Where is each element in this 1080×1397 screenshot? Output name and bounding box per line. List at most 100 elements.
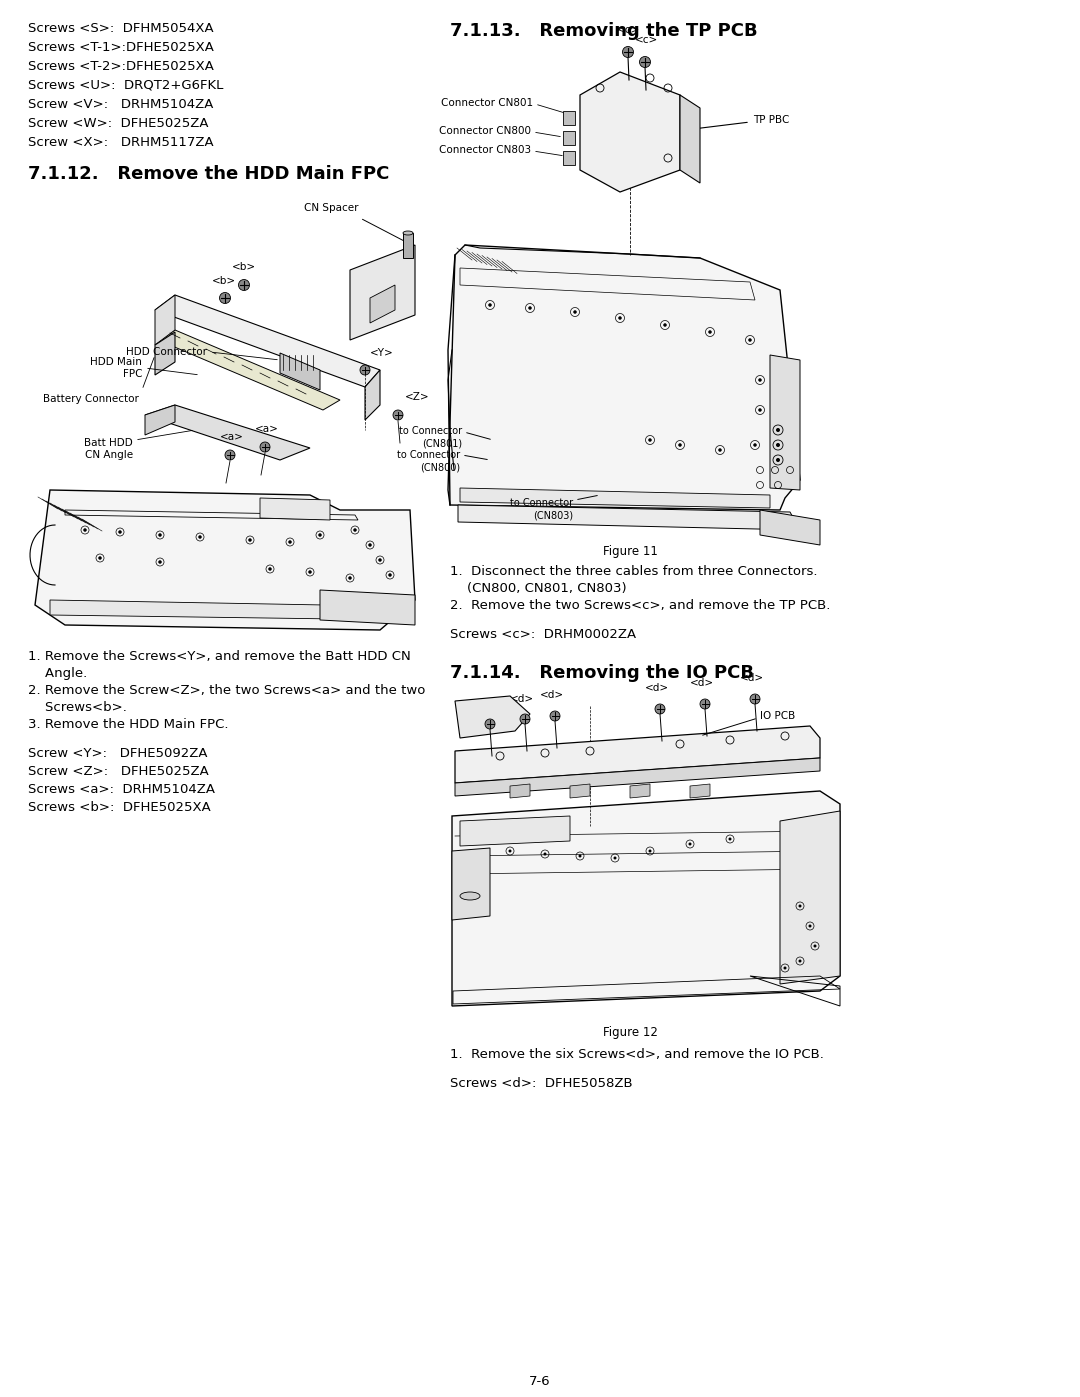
Text: to Connector
(CN801): to Connector (CN801) <box>399 426 462 448</box>
Text: Screw <V>:   DRHM5104ZA: Screw <V>: DRHM5104ZA <box>28 98 214 110</box>
Polygon shape <box>280 353 320 390</box>
Text: Screw <W>:  DFHE5025ZA: Screw <W>: DFHE5025ZA <box>28 117 208 130</box>
Text: Screws<b>.: Screws<b>. <box>28 701 126 714</box>
Text: Connector CN800: Connector CN800 <box>438 126 531 136</box>
Polygon shape <box>460 816 570 847</box>
Text: Figure 11: Figure 11 <box>603 545 658 557</box>
Circle shape <box>718 448 721 451</box>
Circle shape <box>543 852 546 855</box>
Polygon shape <box>570 784 590 798</box>
Text: Battery Connector: Battery Connector <box>43 394 139 404</box>
Circle shape <box>639 56 650 67</box>
Text: HDD Main
FPC: HDD Main FPC <box>90 356 141 379</box>
Circle shape <box>777 443 780 447</box>
Circle shape <box>622 46 634 57</box>
Text: <d>: <d> <box>476 698 500 708</box>
Text: 2.  Remove the two Screws<c>, and remove the TP PCB.: 2. Remove the two Screws<c>, and remove … <box>450 599 831 612</box>
Polygon shape <box>350 244 415 339</box>
Circle shape <box>225 450 235 460</box>
Text: 7.1.13.   Removing the TP PCB: 7.1.13. Removing the TP PCB <box>450 22 758 41</box>
Circle shape <box>98 556 102 560</box>
Circle shape <box>219 292 230 303</box>
Ellipse shape <box>403 231 413 235</box>
Text: Screws <b>:  DFHE5025XA: Screws <b>: DFHE5025XA <box>28 800 211 814</box>
Polygon shape <box>370 285 395 323</box>
Polygon shape <box>156 332 175 374</box>
Text: <b>: <b> <box>232 263 256 272</box>
Polygon shape <box>630 784 650 798</box>
Circle shape <box>758 408 761 412</box>
Text: Screws <U>:  DRQT2+G6FKL: Screws <U>: DRQT2+G6FKL <box>28 80 224 92</box>
Circle shape <box>754 443 756 447</box>
Polygon shape <box>760 510 820 545</box>
Text: Figure 12: Figure 12 <box>603 1025 658 1039</box>
Circle shape <box>678 443 681 447</box>
Text: <d>: <d> <box>740 673 764 683</box>
Text: <Y>: <Y> <box>370 348 394 358</box>
Text: (CN800, CN801, CN803): (CN800, CN801, CN803) <box>450 583 626 595</box>
Text: 1.  Disconnect the three cables from three Connectors.: 1. Disconnect the three cables from thre… <box>450 564 818 578</box>
Circle shape <box>159 560 162 563</box>
Text: 7.1.12.   Remove the HDD Main FPC: 7.1.12. Remove the HDD Main FPC <box>28 165 390 183</box>
Polygon shape <box>260 497 330 520</box>
Circle shape <box>368 543 372 546</box>
Polygon shape <box>458 504 800 529</box>
Circle shape <box>389 574 391 577</box>
Polygon shape <box>780 812 840 983</box>
Circle shape <box>689 842 691 845</box>
Text: to Connector
(CN800): to Connector (CN800) <box>396 450 460 472</box>
Text: HDD Connector: HDD Connector <box>126 346 207 358</box>
Text: TP PBC: TP PBC <box>753 115 789 124</box>
Polygon shape <box>448 244 800 510</box>
Text: <d>: <d> <box>510 694 535 704</box>
Polygon shape <box>35 490 415 630</box>
Text: 1.  Remove the six Screws<d>, and remove the IO PCB.: 1. Remove the six Screws<d>, and remove … <box>450 1048 824 1060</box>
Polygon shape <box>365 370 380 420</box>
Polygon shape <box>455 759 820 796</box>
Text: <a>: <a> <box>255 425 279 434</box>
Polygon shape <box>320 590 415 624</box>
Ellipse shape <box>460 893 480 900</box>
Circle shape <box>485 719 495 729</box>
Text: <d>: <d> <box>690 678 714 687</box>
Text: Screws <S>:  DFHM5054XA: Screws <S>: DFHM5054XA <box>28 22 214 35</box>
Text: 7.1.14.   Removing the IO PCB: 7.1.14. Removing the IO PCB <box>450 664 754 682</box>
Text: IO PCB: IO PCB <box>760 711 795 721</box>
Circle shape <box>748 338 752 341</box>
Text: Screws <c>:  DRHM0002ZA: Screws <c>: DRHM0002ZA <box>450 629 636 641</box>
Circle shape <box>579 855 581 858</box>
Circle shape <box>648 439 651 441</box>
Text: Screws <T-1>:DFHE5025XA: Screws <T-1>:DFHE5025XA <box>28 41 214 54</box>
Circle shape <box>119 531 121 534</box>
Polygon shape <box>158 330 340 409</box>
Circle shape <box>729 837 731 841</box>
Circle shape <box>248 538 252 542</box>
Text: <b>: <b> <box>212 277 237 286</box>
Circle shape <box>809 925 811 928</box>
Circle shape <box>528 306 531 310</box>
Text: Screw <X>:   DRHM5117ZA: Screw <X>: DRHM5117ZA <box>28 136 214 149</box>
Polygon shape <box>403 233 413 258</box>
Polygon shape <box>453 848 490 921</box>
Polygon shape <box>690 784 710 798</box>
Polygon shape <box>145 405 175 434</box>
Polygon shape <box>563 151 575 165</box>
Circle shape <box>550 711 561 721</box>
Circle shape <box>509 849 512 852</box>
Circle shape <box>798 904 801 908</box>
Circle shape <box>700 698 710 710</box>
Text: 3. Remove the HDD Main FPC.: 3. Remove the HDD Main FPC. <box>28 718 229 731</box>
Circle shape <box>663 324 666 327</box>
Text: 2. Remove the Screw<Z>, the two Screws<a> and the two: 2. Remove the Screw<Z>, the two Screws<a… <box>28 685 426 697</box>
Text: Screws <a>:  DRHM5104ZA: Screws <a>: DRHM5104ZA <box>28 782 215 796</box>
Text: <d>: <d> <box>645 683 670 693</box>
Polygon shape <box>580 73 680 191</box>
Circle shape <box>288 541 292 543</box>
Circle shape <box>648 849 651 852</box>
Circle shape <box>309 570 311 574</box>
Circle shape <box>360 365 370 374</box>
Circle shape <box>239 279 249 291</box>
Text: to Connector
(CN803): to Connector (CN803) <box>510 497 573 521</box>
Circle shape <box>798 960 801 963</box>
Text: CN Spacer: CN Spacer <box>303 203 357 212</box>
